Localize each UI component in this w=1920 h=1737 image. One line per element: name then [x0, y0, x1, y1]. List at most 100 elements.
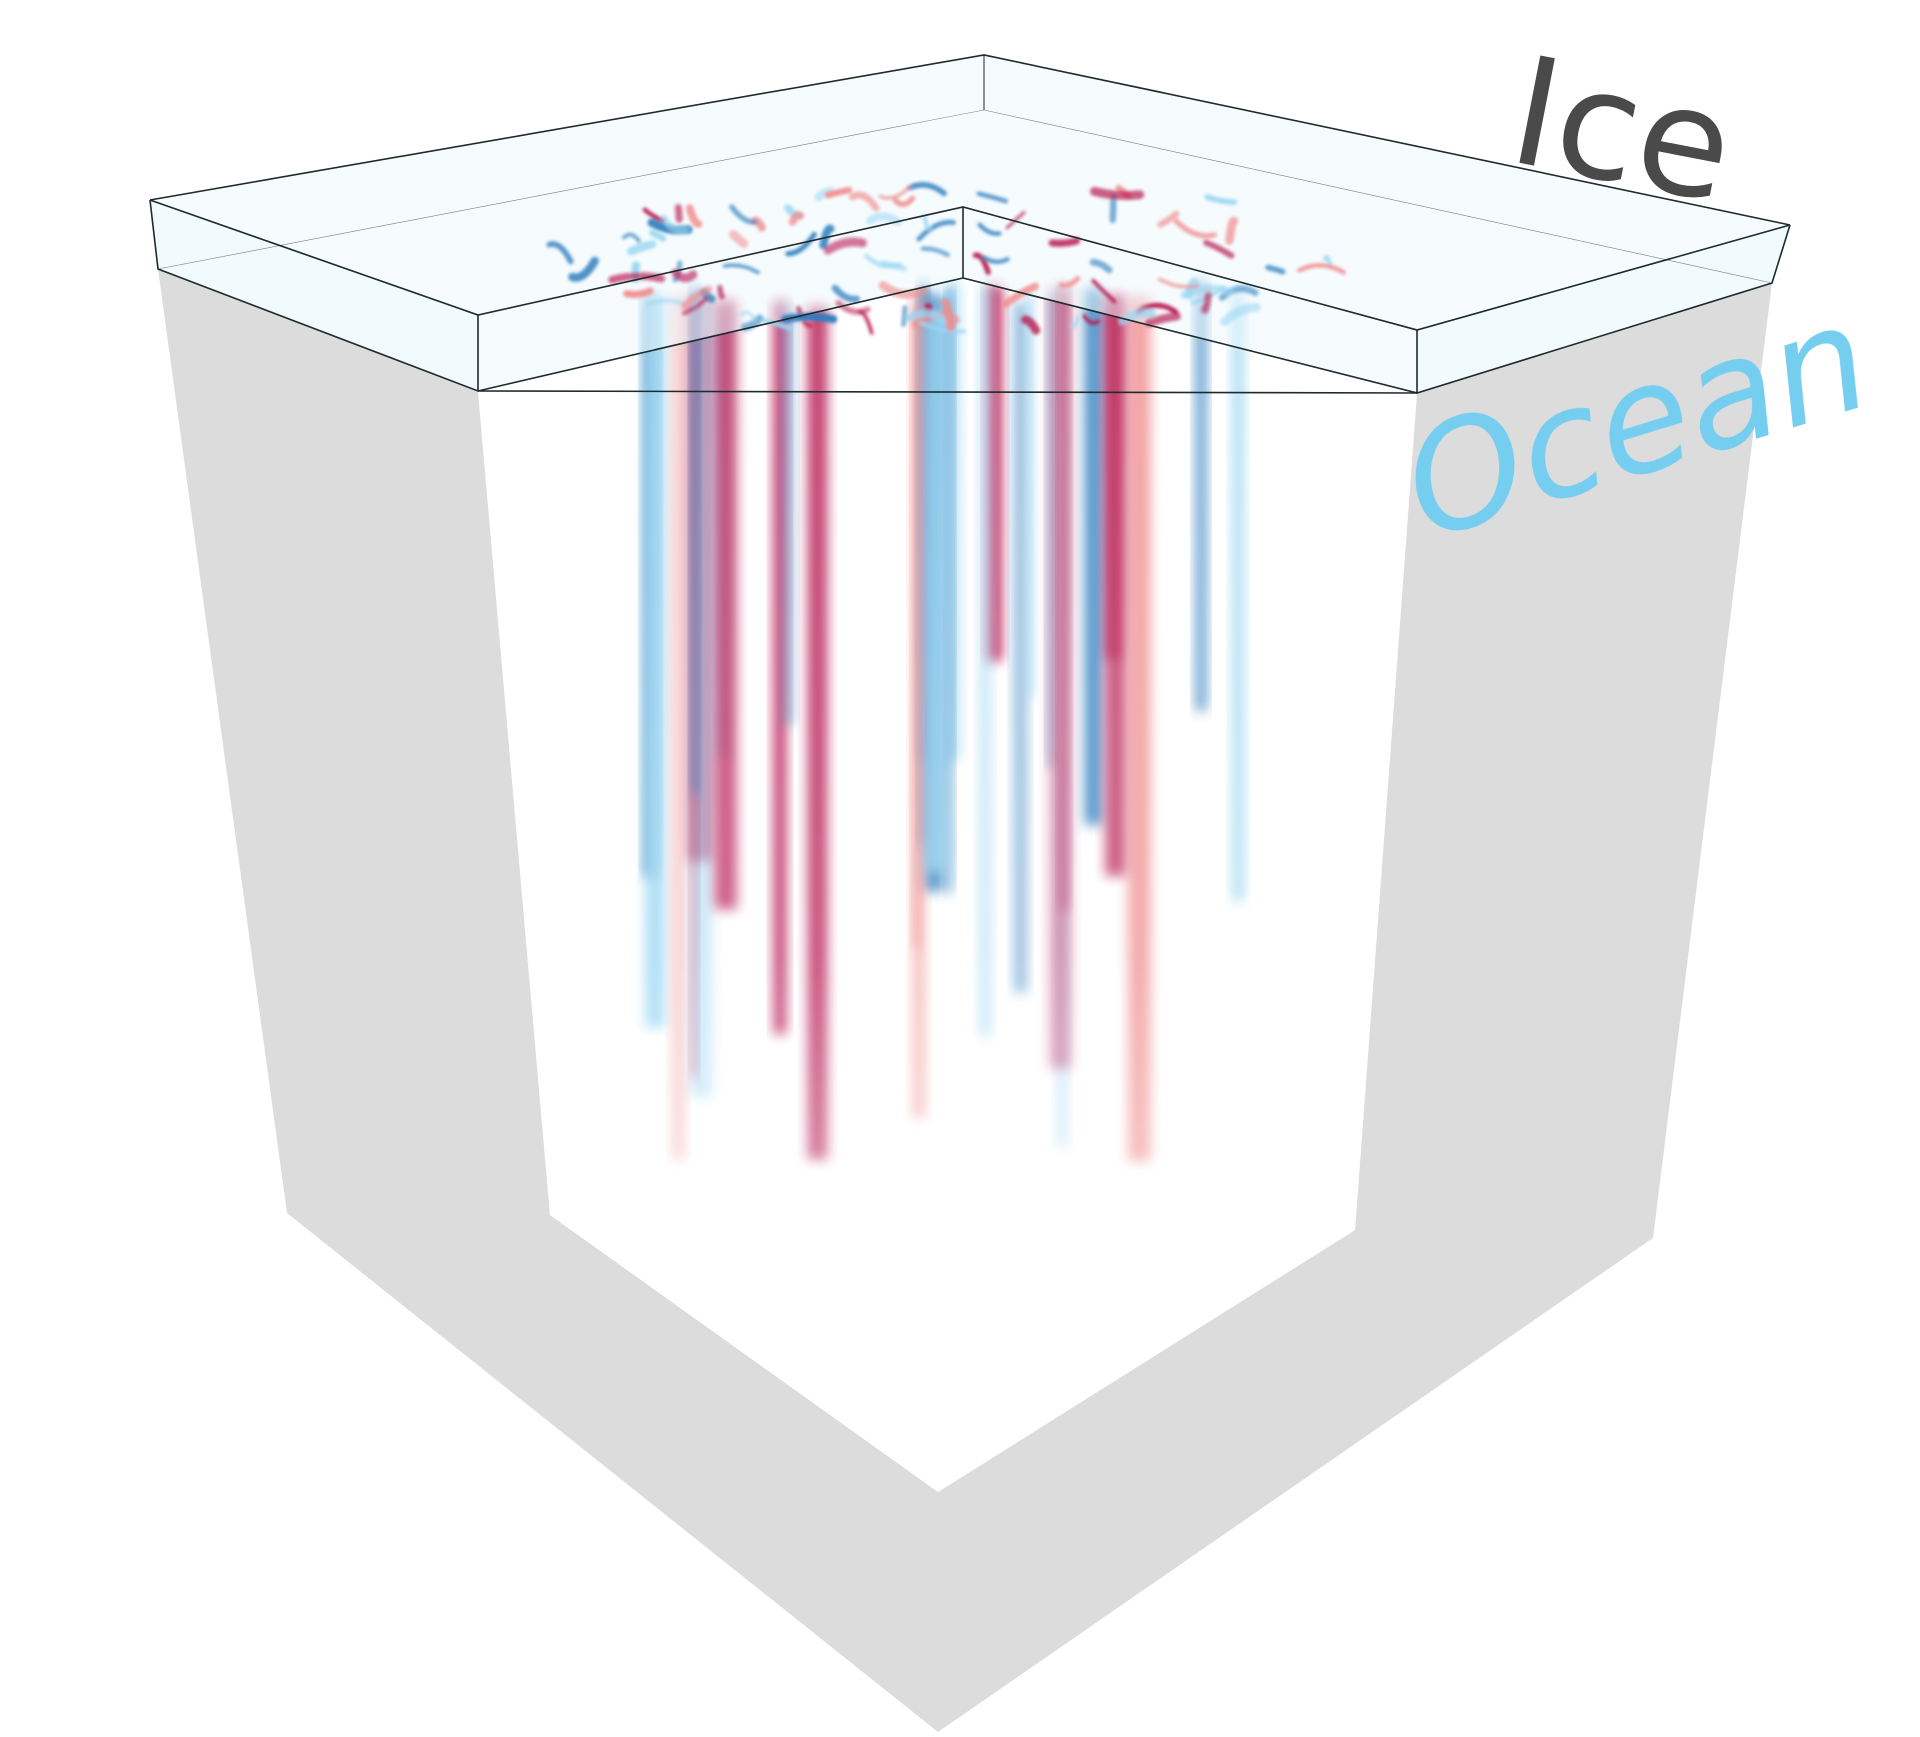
surface-eddy — [1109, 194, 1117, 224]
surface-eddy — [892, 195, 916, 207]
surface-eddy — [976, 191, 1009, 204]
surface-eddy — [1001, 282, 1039, 308]
surface-eddy — [878, 185, 912, 200]
plume-stripe — [782, 303, 795, 725]
surface-eddy — [1265, 264, 1286, 275]
plume-stripe — [924, 306, 948, 873]
surface-eddy — [1297, 263, 1347, 275]
surface-eddy — [1225, 216, 1239, 245]
surface-eddy — [1204, 194, 1238, 205]
surface-eddy — [623, 287, 654, 298]
surface-eddy — [905, 309, 950, 326]
ice-layer-front-right — [1417, 225, 1790, 393]
surface-eddy — [906, 181, 947, 197]
ice-layer-front-left — [150, 200, 478, 391]
plume-stripe — [1084, 288, 1102, 825]
surface-eddy — [729, 204, 758, 225]
surface-eddy — [1021, 315, 1041, 335]
surface-eddy — [835, 300, 871, 315]
plume-stripe — [1128, 296, 1151, 1162]
surface-eddy — [1218, 285, 1259, 301]
ocean-cutaway-interior — [478, 391, 1417, 1492]
plume-stripe — [1195, 280, 1207, 711]
surface-eddy — [831, 284, 861, 303]
surface-eddy — [1005, 211, 1026, 230]
ice-label: Ice — [1498, 25, 1746, 238]
ocean-block-left-face — [158, 269, 938, 1732]
surface-eddy — [608, 272, 666, 284]
plume-stripe — [1059, 286, 1069, 911]
ocean-block — [158, 269, 1772, 1732]
surface-eddy — [788, 211, 805, 226]
surface-eddy — [977, 222, 1002, 236]
plume-stripe — [672, 294, 685, 1159]
surface-eddy — [649, 229, 667, 242]
surface-eddy — [626, 240, 657, 256]
surface-eddy — [1180, 284, 1235, 299]
surface-eddy — [940, 298, 955, 332]
surface-eddy — [1089, 258, 1113, 274]
surface-eddy — [1201, 290, 1212, 314]
surface-eddy — [1145, 312, 1181, 327]
plume-stripe — [645, 293, 665, 1028]
plume-stripe — [1026, 292, 1035, 699]
surface-eddy — [916, 219, 956, 242]
surface-eddy — [671, 268, 698, 283]
surface-eddy — [823, 237, 867, 255]
plume-stripe — [714, 299, 737, 910]
surface-eddy — [981, 255, 1010, 264]
surface-eddy — [848, 191, 880, 212]
surface-eddy — [717, 284, 726, 300]
surface-eddy — [1048, 237, 1081, 247]
plume-stripe — [691, 285, 699, 794]
plume-stripe — [1013, 302, 1027, 993]
surface-eddy — [819, 224, 835, 250]
surface-eddy — [1089, 186, 1145, 200]
plume-stripe — [1232, 293, 1244, 901]
surface-eddy — [1322, 254, 1333, 268]
surface-eddy — [880, 260, 907, 272]
surface-eddy — [1219, 302, 1261, 327]
surface-eddy — [920, 246, 950, 258]
surface-eddy — [858, 310, 874, 335]
surface-eddy — [660, 214, 690, 235]
surface-eddy — [785, 231, 817, 257]
plume-stripe — [979, 284, 992, 1037]
surface-eddy — [674, 203, 683, 223]
surface-eddy — [722, 263, 760, 275]
surface-eddy — [824, 186, 853, 199]
surface-eddy — [878, 281, 928, 299]
surface-eddies — [546, 181, 1347, 335]
ocean-block-right-face — [938, 283, 1772, 1732]
plume-field — [644, 280, 1244, 1162]
ice-layer-edges — [149, 54, 1791, 395]
surface-eddy — [918, 321, 966, 334]
surface-eddy — [814, 186, 835, 201]
surface-eddy — [685, 204, 703, 228]
surface-eddy — [741, 314, 764, 332]
surface-eddy — [1173, 218, 1217, 239]
surface-eddy — [682, 296, 709, 316]
surface-eddy — [900, 305, 908, 327]
ice-layer-top — [150, 55, 1790, 330]
plume-stripe — [807, 305, 828, 1160]
surface-eddy — [740, 310, 757, 322]
surface-eddy — [796, 306, 813, 329]
surface-eddy — [568, 256, 599, 282]
surface-eddy — [1082, 314, 1100, 325]
surface-eddy — [922, 214, 932, 231]
surface-eddy — [728, 230, 749, 248]
surface-eddy — [622, 232, 641, 244]
plume-stripe — [946, 288, 954, 893]
plume-stripe — [1105, 295, 1126, 877]
surface-eddy — [1091, 278, 1117, 304]
surface-eddy — [681, 285, 713, 310]
surface-eddy — [1157, 210, 1180, 228]
surface-eddy — [865, 212, 902, 227]
surface-eddy — [1203, 239, 1235, 259]
surface-eddy — [1069, 315, 1080, 329]
surface-eddy — [1058, 275, 1081, 288]
surface-eddy — [1157, 277, 1200, 289]
plume-stripe — [913, 309, 921, 948]
